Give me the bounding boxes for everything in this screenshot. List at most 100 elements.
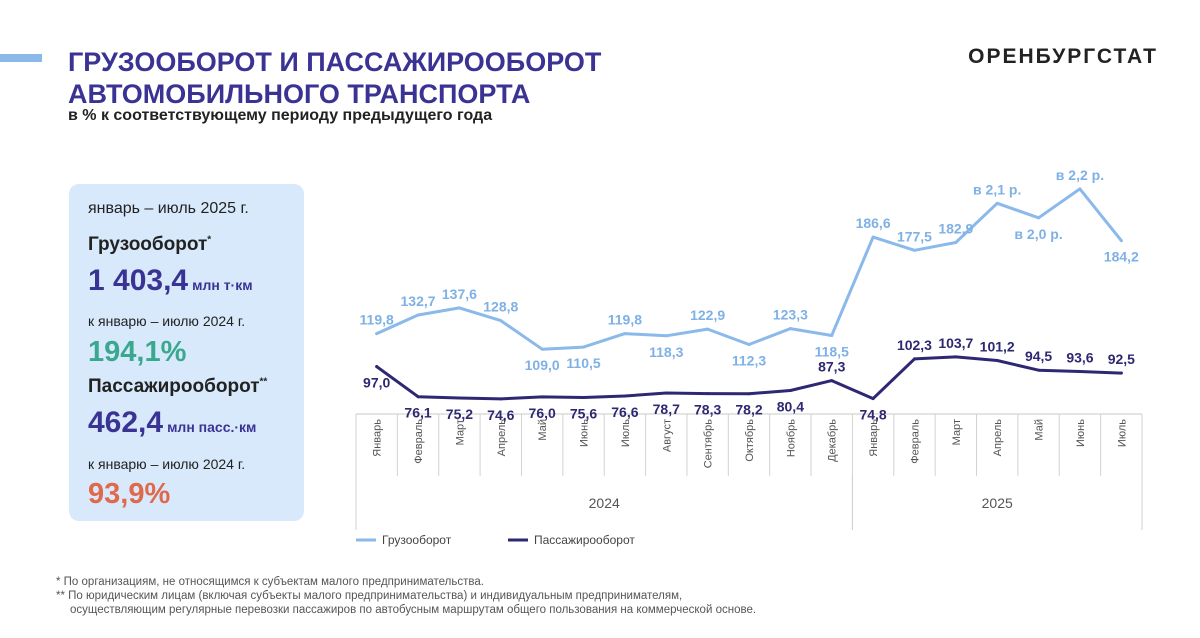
category-tick-label: Май <box>537 419 549 441</box>
data-point <box>540 347 544 351</box>
passenger-compare: к январю – июлю 2024 г. <box>88 456 246 472</box>
category-tick-label: Апрель <box>496 419 508 457</box>
data-point <box>706 327 710 331</box>
passenger-label: Пассажирооборот** <box>88 376 267 398</box>
logo: ОРЕНБУРГСТАТ <box>968 45 1158 68</box>
data-label: 119,8 <box>360 312 394 328</box>
data-label: 76,6 <box>611 404 638 420</box>
footnotes: * По организациям, не относящимся к субъ… <box>56 575 756 617</box>
data-point <box>1078 369 1082 373</box>
data-label: 78,2 <box>735 402 762 418</box>
page-subtitle: в % к соответствующему периоду предыдуще… <box>68 107 493 124</box>
category-tick-label: Апрель <box>992 419 1004 457</box>
category-tick-label: Ноябрь <box>785 419 797 457</box>
data-label: 97,0 <box>363 375 390 391</box>
data-label: 182,9 <box>938 220 973 236</box>
data-point <box>1078 187 1082 191</box>
category-tick-label: Октябрь <box>744 419 756 462</box>
data-label: 102,3 <box>897 337 932 353</box>
category-tick-label: Июнь <box>579 419 591 447</box>
footnote-1: * По организациям, не относящимся к субъ… <box>56 576 484 588</box>
data-point <box>416 313 420 317</box>
data-point <box>1119 239 1123 243</box>
category-tick-label: Июль <box>1116 419 1128 447</box>
passenger-percent: 93,9% <box>88 478 171 510</box>
data-label: в 2,0 р. <box>1014 226 1062 242</box>
data-point <box>788 327 792 331</box>
data-point <box>457 396 461 400</box>
data-label: 75,6 <box>570 405 597 421</box>
freight-label-text: Грузооборот <box>88 234 208 255</box>
category-tick-label: Июль <box>620 419 632 447</box>
category-tick-label: Август <box>661 419 673 452</box>
data-point <box>499 397 503 401</box>
freight-percent: 194,1% <box>88 336 187 368</box>
data-label: 101,2 <box>980 338 1015 354</box>
data-point <box>747 392 751 396</box>
data-point <box>664 334 668 338</box>
passenger-value-number: 462,4 <box>88 406 164 439</box>
category-tick-label: Январь <box>372 419 384 457</box>
footnote-3: осуществляющим регулярные перевозки пасс… <box>70 604 757 616</box>
data-point <box>1119 371 1123 375</box>
freight-unit: млн т·км <box>192 277 253 293</box>
category-tick-label: Сентябрь <box>703 419 715 469</box>
category-tick-label: Январь <box>868 419 880 457</box>
data-label: 132,7 <box>401 293 436 309</box>
data-label: 76,0 <box>529 405 556 421</box>
category-tick-label: Февраль <box>413 419 425 464</box>
data-label: 78,3 <box>694 402 721 418</box>
data-label: 119,8 <box>608 312 642 328</box>
data-point <box>375 365 379 369</box>
data-point <box>623 332 627 336</box>
data-label: 92,5 <box>1108 351 1135 367</box>
data-label: 78,7 <box>653 401 680 417</box>
data-point <box>416 395 420 399</box>
category-tick-label: Май <box>1034 419 1046 441</box>
data-point <box>788 389 792 393</box>
freight-value: 1 403,4 млн т·км <box>88 264 253 298</box>
data-label: в 2,2 р. <box>1056 167 1104 183</box>
data-label: 118,3 <box>649 344 683 360</box>
data-point <box>995 358 999 362</box>
title-line-1: ГРУЗООБОРОТ И ПАССАЖИРООБОРОТ <box>68 47 602 77</box>
category-tick-label: Февраль <box>909 419 921 464</box>
data-point <box>582 395 586 399</box>
data-label: 118,5 <box>815 344 849 360</box>
summary-period: январь – июль 2025 г. <box>88 200 249 217</box>
year-label: 2025 <box>982 495 1013 511</box>
summary-panel: январь – июль 2025 г. Грузооборот* 1 403… <box>69 184 304 521</box>
data-label: 177,5 <box>897 228 932 244</box>
data-point <box>871 235 875 239</box>
data-point <box>1037 216 1041 220</box>
data-point <box>375 332 379 336</box>
freight-footnote-mark: * <box>207 234 212 246</box>
data-label: 76,1 <box>404 405 431 421</box>
data-point <box>912 248 916 252</box>
data-point <box>830 334 834 337</box>
category-tick-label: Июнь <box>1075 419 1087 447</box>
data-label: 94,5 <box>1025 348 1052 364</box>
data-label: 75,2 <box>446 406 473 422</box>
series-line-freight <box>375 187 1123 351</box>
footnote-2: ** По юридическим лицам (включая субъект… <box>56 590 683 602</box>
accent-bar <box>0 54 42 62</box>
data-label: 186,6 <box>856 215 891 231</box>
data-point <box>830 379 834 383</box>
year-label: 2024 <box>589 495 620 511</box>
data-label: 137,6 <box>442 286 477 302</box>
data-label: 109,0 <box>525 357 560 373</box>
data-label: 80,4 <box>777 399 804 415</box>
legend-label: Пассажирооборот <box>534 533 635 547</box>
data-point <box>1037 368 1041 372</box>
data-point <box>540 395 544 399</box>
data-label: 112,3 <box>732 352 766 368</box>
data-point <box>995 201 999 205</box>
data-point <box>582 345 586 349</box>
data-label: 123,3 <box>773 307 808 323</box>
data-label: 110,5 <box>566 355 600 371</box>
data-label: в 2,1 р. <box>973 181 1021 197</box>
data-point <box>706 392 710 396</box>
data-point <box>912 357 916 361</box>
freight-label: Грузооборот* <box>88 234 211 256</box>
